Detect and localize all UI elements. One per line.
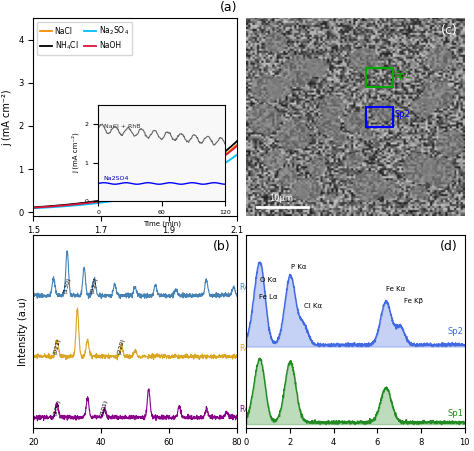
Text: Fe Kβ: Fe Kβ: [404, 299, 423, 304]
Circle shape: [424, 82, 452, 108]
Circle shape: [423, 157, 455, 186]
Circle shape: [248, 105, 280, 133]
Circle shape: [351, 48, 378, 73]
Text: (100): (100): [53, 399, 62, 416]
Circle shape: [413, 98, 434, 117]
Text: (a): (a): [219, 1, 237, 14]
Text: (021): (021): [53, 337, 62, 354]
Circle shape: [373, 101, 394, 121]
Circle shape: [353, 172, 385, 201]
Y-axis label: Intensity (a.u): Intensity (a.u): [18, 297, 27, 366]
Text: Sp2: Sp2: [447, 327, 463, 336]
Text: Ref. Fe₂P₂O₇: Ref. Fe₂P₂O₇: [240, 344, 285, 353]
Text: 10μm: 10μm: [269, 193, 293, 202]
Text: (b): (b): [213, 240, 231, 253]
Circle shape: [347, 153, 362, 167]
Text: Ref. Fe₃P₂O₈: Ref. Fe₃P₂O₈: [240, 283, 285, 292]
Text: P Kα: P Kα: [292, 264, 307, 270]
Text: (130): (130): [63, 276, 72, 294]
Circle shape: [279, 167, 297, 184]
Text: Fe Kα: Fe Kα: [386, 285, 405, 291]
Circle shape: [318, 115, 340, 135]
Legend: NaCl, NH$_4$Cl, Na$_2$SO$_4$, NaOH: NaCl, NH$_4$Cl, Na$_2$SO$_4$, NaOH: [37, 22, 132, 55]
Circle shape: [403, 153, 435, 182]
Text: Sp2: Sp2: [395, 110, 410, 119]
Bar: [366, 107, 392, 127]
Y-axis label: j (mA cm⁻²): j (mA cm⁻²): [2, 89, 12, 146]
Circle shape: [292, 184, 309, 199]
Circle shape: [308, 159, 325, 175]
Circle shape: [361, 129, 371, 138]
Text: Fe Lα: Fe Lα: [259, 294, 277, 300]
Text: (032): (032): [90, 276, 99, 294]
Circle shape: [381, 181, 399, 198]
Text: Ref. Ti: Ref. Ti: [240, 405, 264, 414]
Text: Sp1: Sp1: [447, 409, 463, 418]
Circle shape: [428, 47, 451, 69]
Circle shape: [296, 179, 320, 201]
Circle shape: [310, 59, 327, 74]
Circle shape: [279, 121, 309, 149]
Text: Cl Kα: Cl Kα: [304, 303, 322, 309]
Bar: [366, 68, 392, 87]
Text: (101): (101): [100, 399, 109, 416]
Circle shape: [282, 58, 313, 86]
Circle shape: [319, 96, 344, 118]
Circle shape: [333, 133, 346, 145]
Circle shape: [438, 132, 464, 156]
Circle shape: [307, 60, 325, 76]
Text: O Kα: O Kα: [260, 277, 277, 283]
Circle shape: [265, 32, 286, 52]
Text: (d): (d): [440, 240, 458, 253]
Circle shape: [412, 186, 426, 199]
Circle shape: [265, 151, 284, 169]
Circle shape: [252, 75, 282, 102]
Text: (220): (220): [117, 337, 126, 354]
Text: Sp1: Sp1: [395, 70, 410, 79]
X-axis label: Potential vs RHE (V): Potential vs RHE (V): [86, 241, 184, 251]
Circle shape: [267, 78, 290, 98]
Circle shape: [345, 112, 366, 132]
Text: (c): (c): [441, 24, 458, 37]
